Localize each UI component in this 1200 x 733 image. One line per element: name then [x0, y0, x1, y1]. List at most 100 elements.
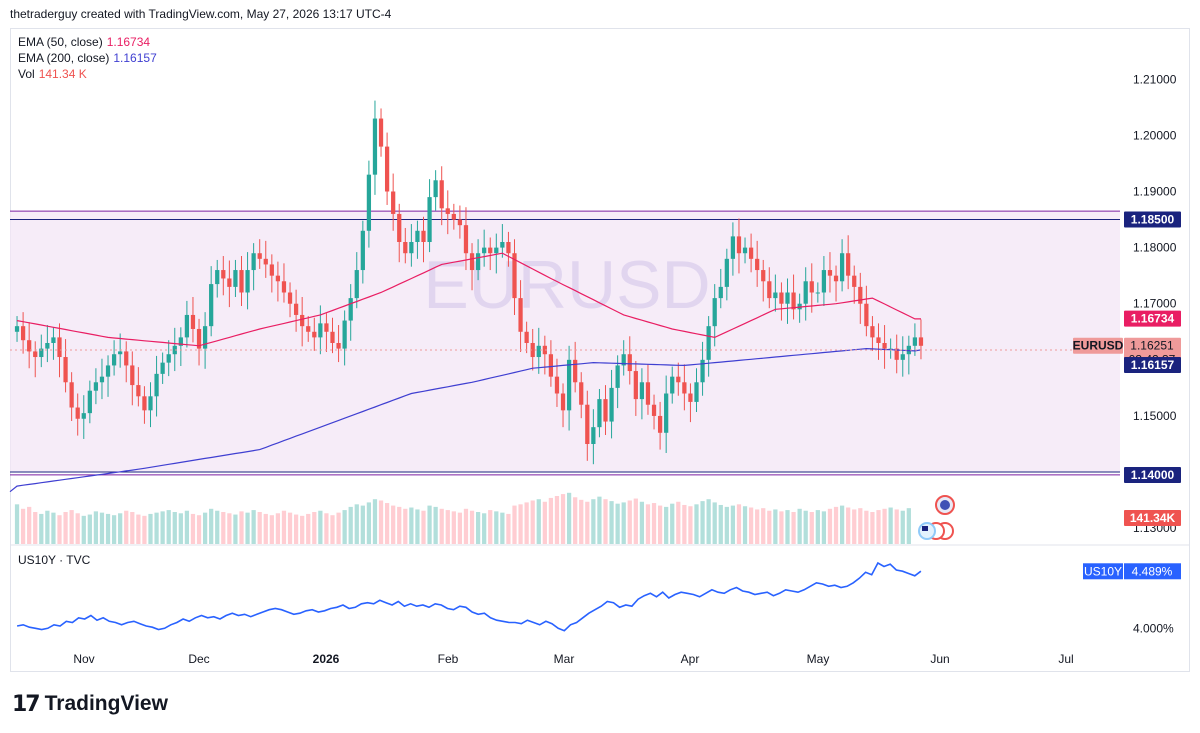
volume-bar	[682, 504, 687, 544]
volume-bar	[500, 512, 505, 544]
volume-bar	[870, 512, 875, 544]
candle	[202, 312, 208, 369]
candle	[281, 263, 287, 303]
volume-bar	[858, 508, 863, 544]
volume-bar	[366, 502, 372, 544]
candle	[815, 282, 820, 303]
candle	[451, 203, 456, 230]
candle	[172, 327, 177, 372]
x-tick-7: Jun	[930, 652, 949, 666]
volume-bar	[724, 506, 729, 544]
volume-bar	[215, 510, 220, 544]
volume-bar	[657, 505, 663, 544]
candle	[330, 317, 335, 354]
svg-text:1.16157: 1.16157	[1131, 358, 1175, 372]
candle	[190, 296, 196, 343]
volume-bar	[609, 501, 614, 544]
volume-bar	[627, 500, 632, 544]
candle	[111, 340, 117, 376]
volume-bar	[821, 511, 827, 544]
ema200-price-badge: 1.16157	[1124, 357, 1181, 374]
volume-bar	[712, 502, 717, 544]
volume-bar	[57, 515, 62, 544]
volume-bar	[75, 513, 80, 544]
candle	[767, 267, 772, 309]
svg-text:EURUSD: EURUSD	[1073, 339, 1124, 353]
candle	[239, 256, 244, 306]
candle	[542, 335, 547, 375]
candle	[209, 266, 214, 337]
volume-bar	[409, 507, 414, 544]
ema50-line	[16, 252, 921, 347]
candle	[142, 386, 147, 424]
volume-bar	[14, 504, 20, 544]
volume-bar	[457, 512, 463, 544]
volume-bar	[342, 510, 347, 544]
volume-bar	[39, 513, 44, 544]
candle	[397, 203, 402, 263]
volume-bar	[475, 512, 481, 544]
volume-bar	[330, 515, 335, 544]
volume-bar	[196, 515, 202, 544]
candle	[554, 358, 560, 407]
volume-bar	[421, 510, 426, 544]
volume-bar	[451, 511, 456, 544]
candle	[827, 252, 833, 293]
volume-bar	[154, 512, 159, 544]
candle	[645, 364, 651, 415]
sub-pane-legend[interactable]: US10Y · TVC	[18, 552, 90, 568]
legend-ema200-value: 1.16157	[113, 51, 157, 65]
candle	[603, 385, 608, 436]
candle	[469, 243, 475, 291]
volume-bar	[524, 502, 529, 544]
y-tick-5: 1.15000	[1133, 409, 1177, 423]
volume-bar	[69, 510, 74, 544]
volume-bar	[864, 510, 869, 544]
candle	[773, 274, 778, 312]
candle	[724, 248, 729, 301]
candle	[633, 360, 638, 416]
volume-bar	[603, 499, 608, 544]
volume-bar	[846, 507, 851, 544]
volume-bar	[257, 512, 262, 544]
candle	[670, 366, 675, 404]
volume-bar	[318, 510, 323, 544]
volume-bar	[463, 508, 469, 544]
volume-bar	[482, 513, 487, 544]
volume-bar	[439, 508, 444, 544]
candle	[627, 336, 632, 385]
volume-bar	[166, 510, 171, 544]
candle	[33, 341, 38, 378]
candle	[354, 252, 359, 309]
event-icons[interactable]	[918, 495, 955, 540]
candle	[14, 316, 20, 342]
candle	[293, 289, 299, 332]
candle	[688, 383, 693, 423]
chart-attribution: thetraderguy created with TradingView.co…	[10, 7, 392, 21]
legend-vol[interactable]: Vol 141.34 K	[18, 66, 157, 82]
volume-bar	[518, 504, 523, 544]
volume-bar	[227, 513, 232, 544]
volume-bar	[882, 508, 887, 544]
volume-bar	[124, 510, 129, 544]
volume-bar	[573, 497, 578, 544]
candle	[130, 351, 135, 406]
legend-ema200[interactable]: EMA (200, close) 1.16157	[18, 50, 157, 66]
candle	[105, 355, 111, 397]
volume-bar	[488, 510, 493, 544]
volume-bar	[239, 511, 244, 544]
candle	[336, 325, 341, 363]
volume-bar	[906, 508, 911, 544]
tradingview-logo[interactable]: 17 TradingView	[12, 690, 168, 718]
candle	[742, 237, 748, 264]
legend-ema50[interactable]: EMA (50, close) 1.16734	[18, 34, 157, 50]
candle	[27, 322, 32, 369]
candle	[318, 305, 323, 355]
volume-bar	[742, 506, 748, 544]
legend-ema200-label: EMA (200, close)	[18, 51, 110, 65]
candle	[761, 259, 766, 302]
volume-bar	[748, 507, 754, 544]
y-tick-0: 1.21000	[1133, 72, 1177, 86]
x-tick-8: Jul	[1058, 652, 1073, 666]
